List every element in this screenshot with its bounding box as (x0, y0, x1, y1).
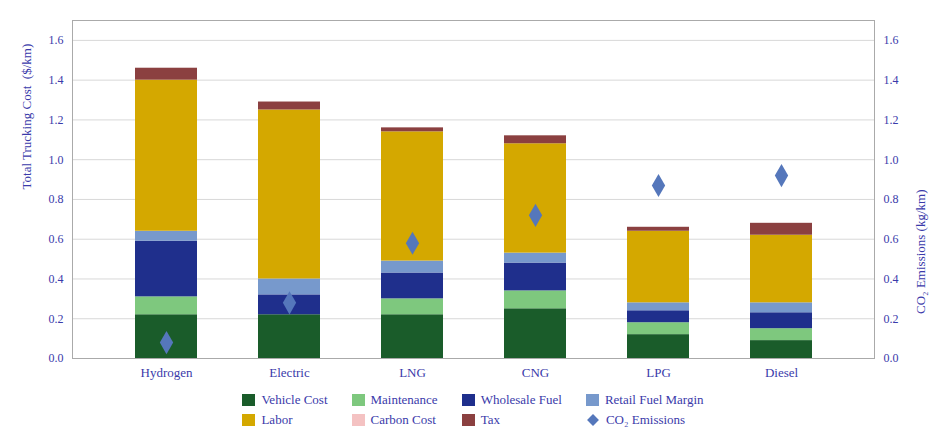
svg-text:0.6: 0.6 (49, 232, 64, 246)
svg-text:1.4: 1.4 (49, 73, 64, 87)
svg-text:Hydrogen: Hydrogen (141, 365, 193, 380)
html-text:Labor: Labor (261, 412, 293, 427)
html-text:Tax: Tax (480, 412, 500, 427)
html-text:Carbon Cost: Carbon Cost (370, 412, 436, 427)
svg-text:0.8: 0.8 (49, 192, 64, 206)
svg-text:1.0: 1.0 (49, 153, 64, 167)
svg-text:0.2: 0.2 (884, 312, 899, 326)
html-text:Vehicle Cost: Vehicle Cost (261, 392, 328, 407)
svg-text:0.4: 0.4 (884, 272, 899, 286)
svg-text:1.0: 1.0 (884, 153, 899, 167)
svg-text:Total Trucking Cost ($/km): Total Trucking Cost ($/km) (19, 44, 34, 190)
svg-text:CNG: CNG (522, 365, 549, 380)
svg-text:Electric: Electric (269, 365, 310, 380)
svg-text:CO₂ Emissions (kg/km): CO₂ Emissions (kg/km) (913, 190, 928, 314)
svg-text:1.2: 1.2 (49, 113, 64, 127)
svg-text:1.4: 1.4 (884, 73, 899, 87)
svg-text:0.6: 0.6 (884, 232, 899, 246)
svg-text:LPG: LPG (646, 365, 671, 380)
svg-text:Diesel: Diesel (765, 365, 799, 380)
svg-text:0.4: 0.4 (49, 272, 64, 286)
html-text:Wholesale Fuel: Wholesale Fuel (480, 392, 562, 407)
svg-text:0.8: 0.8 (884, 192, 899, 206)
html-text:Maintenance: Maintenance (370, 392, 438, 407)
svg-text:0.0: 0.0 (49, 351, 64, 365)
svg-text:1.6: 1.6 (884, 33, 899, 47)
svg-text:0.2: 0.2 (49, 312, 64, 326)
html-text:Retail Fuel Margin: Retail Fuel Margin (604, 392, 704, 407)
svg-text:1.2: 1.2 (884, 113, 899, 127)
svg-text:LNG: LNG (399, 365, 426, 380)
html-text:CO₂ Emissions: CO₂ Emissions (605, 412, 686, 427)
svg-text:1.6: 1.6 (49, 33, 64, 47)
svg-text:0.0: 0.0 (884, 351, 899, 365)
